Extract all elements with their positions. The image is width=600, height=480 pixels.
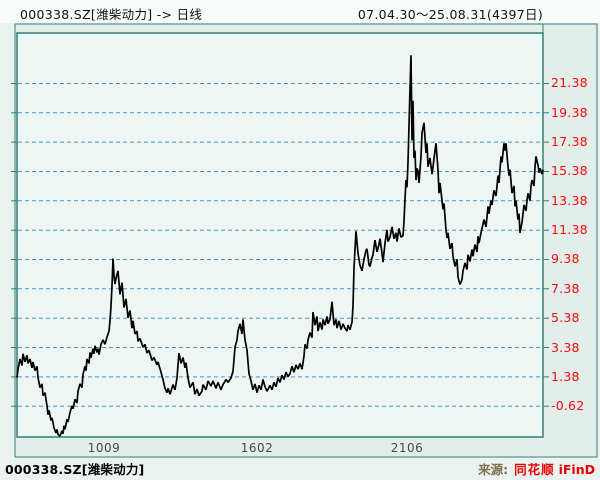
- x-axis-label: 1009: [87, 441, 121, 455]
- y-axis-label: -0.62: [551, 398, 585, 413]
- y-axis-label: 11.38: [551, 222, 588, 237]
- source-brand-logo: 同花顺: [514, 462, 555, 477]
- y-axis-label: 3.38: [551, 340, 580, 355]
- x-axis-label: 1602: [240, 441, 274, 455]
- y-axis-label: 9.38: [551, 251, 580, 266]
- source-label: 来源:: [478, 462, 509, 477]
- chart-header: 000338.SZ[潍柴动力] -> 日线 07.04.30～25.08.31(…: [0, 0, 600, 23]
- y-axis-label: 7.38: [551, 281, 580, 296]
- y-axis-label: 17.38: [551, 134, 588, 149]
- y-axis-label: 19.38: [551, 105, 588, 120]
- y-axis-label: 1.38: [551, 369, 580, 384]
- y-axis-label: 5.38: [551, 310, 580, 325]
- y-axis-label: 13.38: [551, 193, 588, 208]
- source-product: iFinD: [558, 462, 595, 477]
- date-range: 07.04.30～25.08.31(4397日): [357, 7, 543, 22]
- source-credit: 来源: 同花顺 iFinD: [478, 459, 595, 478]
- chart-title: 000338.SZ[潍柴动力] -> 日线: [20, 7, 203, 22]
- y-axis-label: 15.38: [551, 163, 588, 178]
- footer-symbol: 000338.SZ[潍柴动力]: [5, 462, 145, 477]
- x-axis-label: 2106: [390, 441, 424, 455]
- y-axis-label: 21.38: [551, 75, 588, 90]
